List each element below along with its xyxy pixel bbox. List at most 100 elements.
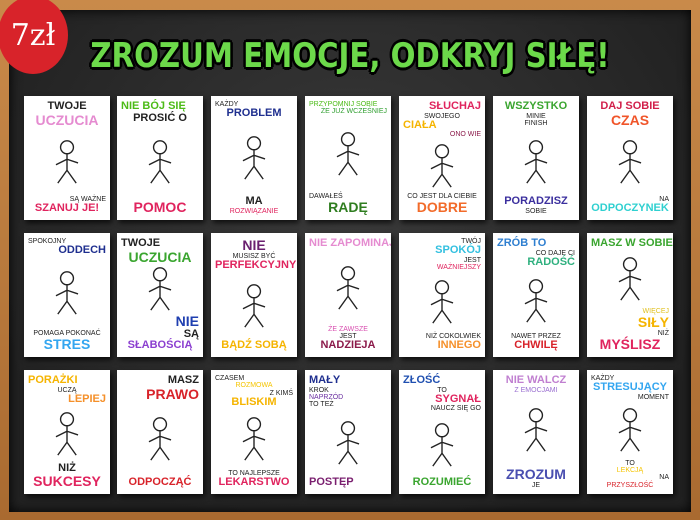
poster-bottom-text: PORADZISZ SOBIE [497, 196, 575, 215]
poster-top-text: TWOJE UCZUCIA [121, 237, 199, 264]
poster-line: BĄDŹ SOBĄ [221, 339, 287, 352]
poster-top-text: CZASEM ROZMOWA Z KIMŚ BLISKIM [215, 375, 293, 409]
poster-bottom-text: POMOC [121, 200, 199, 215]
price-badge: 7zł [0, 0, 68, 74]
poster-bottom-text: NA ODPOCZYNEK [591, 196, 669, 215]
poster-line: UCZUCIA [35, 111, 99, 128]
poster-line: TWOJE [47, 100, 87, 112]
poster-line: PRZYSZŁOŚĆ [606, 481, 654, 489]
poster-line: KAŻDY [215, 101, 239, 108]
poster-line: CHWILĘ [514, 339, 558, 352]
poster-line: MAŁY [309, 374, 341, 386]
poster-card: TWÓJ SPOKÓJ JEST WAŻNIEJSZY NIŻ COKOLWIEK INN… [399, 233, 485, 357]
poster-bottom-text: CO JEST DLA CIEBIE DOBRE [403, 193, 481, 215]
poster-line: NIŻ [58, 461, 76, 474]
poster-line: ŻE ZAWSZE [328, 325, 368, 333]
poster-top-text: SŁUCHAJ SWOJEGO CIAŁA ONO WIE [403, 100, 481, 139]
poster-line: BLISKIM [231, 396, 277, 409]
stick-figure-illustration [309, 250, 387, 326]
poster-line: SŁUCHAJ [429, 100, 481, 112]
poster-bottom-text: NIŻ SUKCESY [28, 461, 106, 489]
poster-card: PORAŻKI UCZĄ LEPIEJ NIŻ SUKCESY [24, 370, 110, 494]
poster-line: NADZIEJA [320, 339, 376, 352]
poster-line: NAWET PRZEZ [511, 333, 561, 341]
stick-figure-illustration [591, 250, 669, 308]
poster-line: RADĘ [328, 199, 368, 216]
poster-line: ROZMOWA [235, 382, 273, 390]
poster-card: SPOKOJNY ODDECH POMAGA POKONAĆ STRES [24, 233, 110, 357]
poster-line: UCZĄ [57, 386, 77, 394]
poster-line: ZROZUM [506, 465, 566, 482]
stick-figure-illustration [121, 401, 199, 477]
poster-line: SZANUJ JE! [34, 202, 100, 215]
poster-line: ROZWIĄZANIE [229, 207, 279, 215]
poster-line: MOMENT [637, 393, 669, 401]
poster-line: ODDECH [58, 244, 106, 257]
poster-top-text: NIE WALCZ Z EMOCJAMI [497, 374, 575, 394]
poster-line: CIAŁA [403, 118, 437, 131]
poster-card: ZRÓB TO CO DAJE CI RADOŚĆ NAWET PRZEZ CHWILĘ [493, 233, 579, 357]
poster-line: NIE ZAPOMINAJ [309, 237, 391, 249]
poster-line: FINISH [524, 119, 548, 127]
poster-card: KAŻDY STRESUJĄCY MOMENT TO LEKCJĄ NA PRZYSZŁOŚ… [587, 370, 673, 494]
stick-figure-illustration [403, 139, 481, 193]
poster-line: Z KIMŚ [269, 389, 293, 397]
poster-line: MYŚLISZ [599, 336, 661, 353]
poster-top-text: ZŁOŚĆ TO SYGNAŁ NAUCZ SIĘ GO [403, 374, 481, 413]
poster-card: CZASEM ROZMOWA Z KIMŚ BLISKIM TO NAJLEPSZE LE… [211, 370, 297, 494]
poster-bottom-text: POSTĘP [309, 477, 387, 489]
poster-card: SŁUCHAJ SWOJEGO CIAŁA ONO WIE CO JEST DLA CI… [399, 96, 485, 220]
poster-line: DAJ SOBIE [600, 100, 660, 112]
poster-line: POMAGA POKONAĆ [33, 329, 101, 337]
poster-line: PERFEKCYJNY [215, 259, 297, 272]
poster-line: TO [625, 459, 635, 467]
poster-line: STRES [43, 336, 91, 353]
stick-figure-illustration [309, 409, 387, 478]
poster-line: NIE WALCZ [505, 374, 567, 386]
poster-line: NAUCZ SIĘ GO [430, 405, 481, 413]
stick-figure-illustration [403, 413, 481, 478]
headline: ZROZUM EMOCJE, ODKRYJ SIŁĘ! [90, 36, 610, 76]
poster-card: NIE BÓJ SIĘ PROSIĆ O POMOC [117, 96, 203, 220]
poster-line: MA [245, 195, 263, 208]
stick-figure-illustration [591, 401, 669, 459]
poster-bottom-text: POMAGA POKONAĆ STRES [28, 330, 106, 352]
poster-line: Z EMOCJAMI [514, 386, 558, 394]
poster-line: TO [437, 386, 447, 394]
poster-top-text: ZRÓB TO CO DAJE CI RADOŚĆ [497, 237, 575, 268]
poster-line: SŁABOŚCIĄ [127, 339, 193, 352]
poster-line: ZŁOŚĆ [403, 374, 441, 386]
poster-line: PORAŻKI [28, 374, 78, 386]
poster-bottom-text: TO NAJLEPSZE LEKARSTWO [215, 470, 293, 489]
poster-card: MASZ PRAWO ODPOCZĄĆ [117, 370, 203, 494]
poster-line: SYGNAŁ [435, 392, 481, 405]
poster-line: NIE [242, 237, 266, 253]
poster-card: NIE ZAPOMINAJ ŻE ZAWSZE JEST NADZIEJA [305, 233, 391, 357]
poster-card: NIE WALCZ Z EMOCJAMI ZROZUM JE [493, 370, 579, 494]
poster-line: JE [531, 481, 541, 489]
poster-bottom-text: ROZUMIEĆ [403, 477, 481, 489]
poster-card: NIE MUSISZ BYĆ PERFEKCYJNY BĄDŹ SOBĄ [211, 233, 297, 357]
poster-bottom-text: BĄDŹ SOBĄ [215, 340, 293, 352]
poster-top-text: NIE ZAPOMINAJ [309, 237, 391, 250]
stick-figure-illustration [497, 127, 575, 196]
poster-line: POMOC [133, 199, 187, 216]
stick-figure-illustration [591, 127, 669, 196]
poster-line: ONO WIE [449, 131, 481, 139]
poster-top-text: MASZ PRAWO [121, 374, 199, 401]
poster-line: PROBLEM [226, 107, 282, 120]
poster-top-text: WSZYSTKO MINIE FINISH [497, 100, 575, 127]
poster-line: TO NAJLEPSZE [228, 470, 280, 478]
poster-top-text: MASZ W SOBIE [591, 237, 673, 250]
poster-bottom-text: DAWAŁEŚ RADĘ [309, 193, 387, 215]
poster-top-text: SPOKOJNY ODDECH [28, 238, 106, 257]
poster-line: INNEGO [437, 339, 481, 352]
chalkboard: ZROZUM EMOCJE, ODKRYJ SIŁĘ! TWOJE UCZUCIA… [9, 10, 691, 512]
poster-line: SWOJEGO [424, 112, 460, 120]
poster-bottom-text: WIĘCEJ SIŁY NIŻ MYŚLISZ [591, 308, 669, 352]
stick-figure-illustration [309, 116, 387, 193]
stick-figure-illustration [215, 272, 293, 341]
stick-figure-illustration [28, 405, 106, 462]
poster-top-text: NIE MUSISZ BYĆ PERFEKCYJNY [215, 237, 297, 272]
